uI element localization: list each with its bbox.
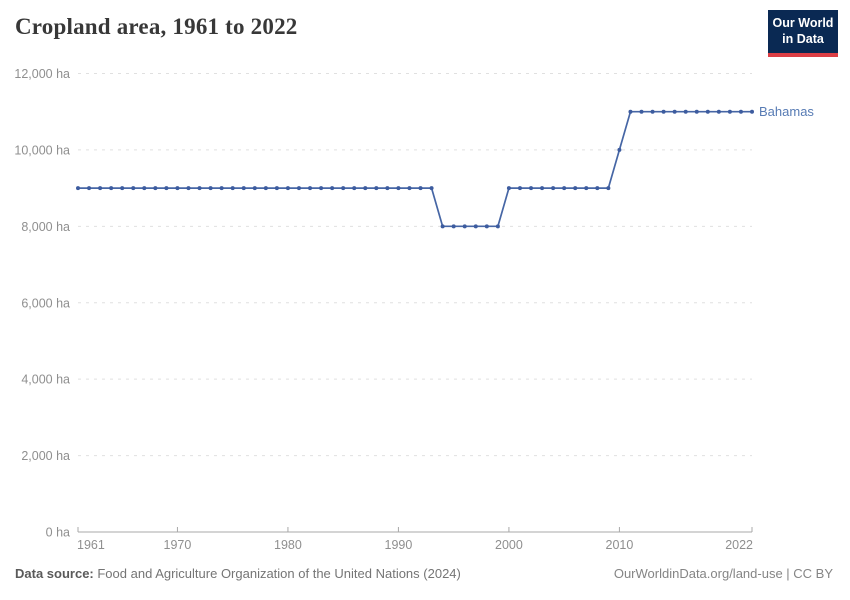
- data-point[interactable]: [661, 109, 666, 114]
- data-point[interactable]: [142, 186, 147, 191]
- owid-logo-line1: Our World: [772, 16, 834, 30]
- data-point[interactable]: [274, 186, 279, 191]
- data-point[interactable]: [285, 186, 290, 191]
- y-axis-tick-label: 0 ha: [46, 526, 70, 540]
- data-point[interactable]: [175, 186, 180, 191]
- data-point[interactable]: [429, 186, 434, 191]
- data-point[interactable]: [584, 186, 589, 191]
- data-point[interactable]: [241, 186, 246, 191]
- data-point[interactable]: [506, 186, 511, 191]
- chart-footer: Data source: Food and Agriculture Organi…: [15, 566, 833, 581]
- data-point[interactable]: [98, 186, 103, 191]
- data-point[interactable]: [529, 186, 534, 191]
- data-point[interactable]: [396, 186, 401, 191]
- data-point[interactable]: [628, 109, 633, 114]
- x-axis-tick-label: 2000: [495, 538, 523, 552]
- data-point[interactable]: [473, 224, 478, 229]
- data-point[interactable]: [716, 109, 721, 114]
- y-axis-tick-label: 8,000 ha: [21, 220, 70, 234]
- data-point[interactable]: [440, 224, 445, 229]
- y-axis-tick-label: 12,000 ha: [14, 67, 70, 81]
- data-point[interactable]: [727, 109, 732, 114]
- data-point[interactable]: [484, 224, 489, 229]
- data-point[interactable]: [330, 186, 335, 191]
- data-point[interactable]: [197, 186, 202, 191]
- data-point[interactable]: [296, 186, 301, 191]
- data-point[interactable]: [153, 186, 158, 191]
- data-point[interactable]: [517, 186, 522, 191]
- data-point[interactable]: [495, 224, 500, 229]
- data-point[interactable]: [617, 147, 622, 152]
- data-point[interactable]: [650, 109, 655, 114]
- data-point[interactable]: [109, 186, 114, 191]
- data-point[interactable]: [252, 186, 257, 191]
- x-axis-tick-label: 1961: [77, 538, 105, 552]
- data-point[interactable]: [341, 186, 346, 191]
- data-source-note: Data source: Food and Agriculture Organi…: [15, 566, 461, 581]
- data-source-label: Data source:: [15, 566, 94, 581]
- data-point[interactable]: [705, 109, 710, 114]
- data-point[interactable]: [451, 224, 456, 229]
- data-point[interactable]: [562, 186, 567, 191]
- owid-logo[interactable]: Our World in Data: [768, 10, 838, 57]
- data-point[interactable]: [219, 186, 224, 191]
- data-point[interactable]: [462, 224, 467, 229]
- x-axis-tick-label: 1990: [385, 538, 413, 552]
- data-point[interactable]: [363, 186, 368, 191]
- data-point[interactable]: [87, 186, 92, 191]
- data-point[interactable]: [683, 109, 688, 114]
- data-point[interactable]: [418, 186, 423, 191]
- data-point[interactable]: [573, 186, 578, 191]
- data-point[interactable]: [385, 186, 390, 191]
- data-point[interactable]: [551, 186, 556, 191]
- data-point[interactable]: [186, 186, 191, 191]
- series-line[interactable]: [77, 110, 753, 228]
- data-point[interactable]: [595, 186, 600, 191]
- data-point[interactable]: [606, 186, 611, 191]
- data-point[interactable]: [164, 186, 169, 191]
- data-point[interactable]: [208, 186, 213, 191]
- data-point[interactable]: [263, 186, 268, 191]
- entity-label[interactable]: Bahamas: [759, 104, 814, 119]
- data-point[interactable]: [76, 186, 80, 191]
- data-point[interactable]: [230, 186, 235, 191]
- data-point[interactable]: [120, 186, 125, 191]
- data-point[interactable]: [750, 109, 754, 114]
- data-point[interactable]: [374, 186, 379, 191]
- data-point[interactable]: [540, 186, 545, 191]
- data-point[interactable]: [131, 186, 136, 191]
- rights-note[interactable]: OurWorldinData.org/land-use | CC BY: [613, 566, 833, 581]
- x-axis-tick-label: 1980: [274, 538, 302, 552]
- y-axis-tick-label: 10,000 ha: [14, 143, 70, 157]
- data-point[interactable]: [308, 186, 313, 191]
- data-point[interactable]: [319, 186, 324, 191]
- data-point[interactable]: [694, 109, 699, 114]
- owid-logo-line2: in Data: [782, 32, 824, 47]
- data-source-text: Food and Agriculture Organization of the…: [93, 566, 461, 581]
- data-point[interactable]: [738, 109, 743, 114]
- y-axis-tick-label: 4,000 ha: [21, 373, 70, 387]
- data-point[interactable]: [672, 109, 677, 114]
- x-axis-tick-label: 2010: [606, 538, 634, 552]
- y-axis-tick-label: 6,000 ha: [21, 296, 70, 310]
- data-point[interactable]: [352, 186, 357, 191]
- data-point[interactable]: [407, 186, 412, 191]
- chart-title: Cropland area, 1961 to 2022: [15, 14, 298, 39]
- data-point[interactable]: [639, 109, 644, 114]
- y-axis-tick-label: 2,000 ha: [21, 449, 70, 463]
- x-axis-tick-label: 2022: [725, 538, 753, 552]
- x-axis-tick-label: 1970: [164, 538, 192, 552]
